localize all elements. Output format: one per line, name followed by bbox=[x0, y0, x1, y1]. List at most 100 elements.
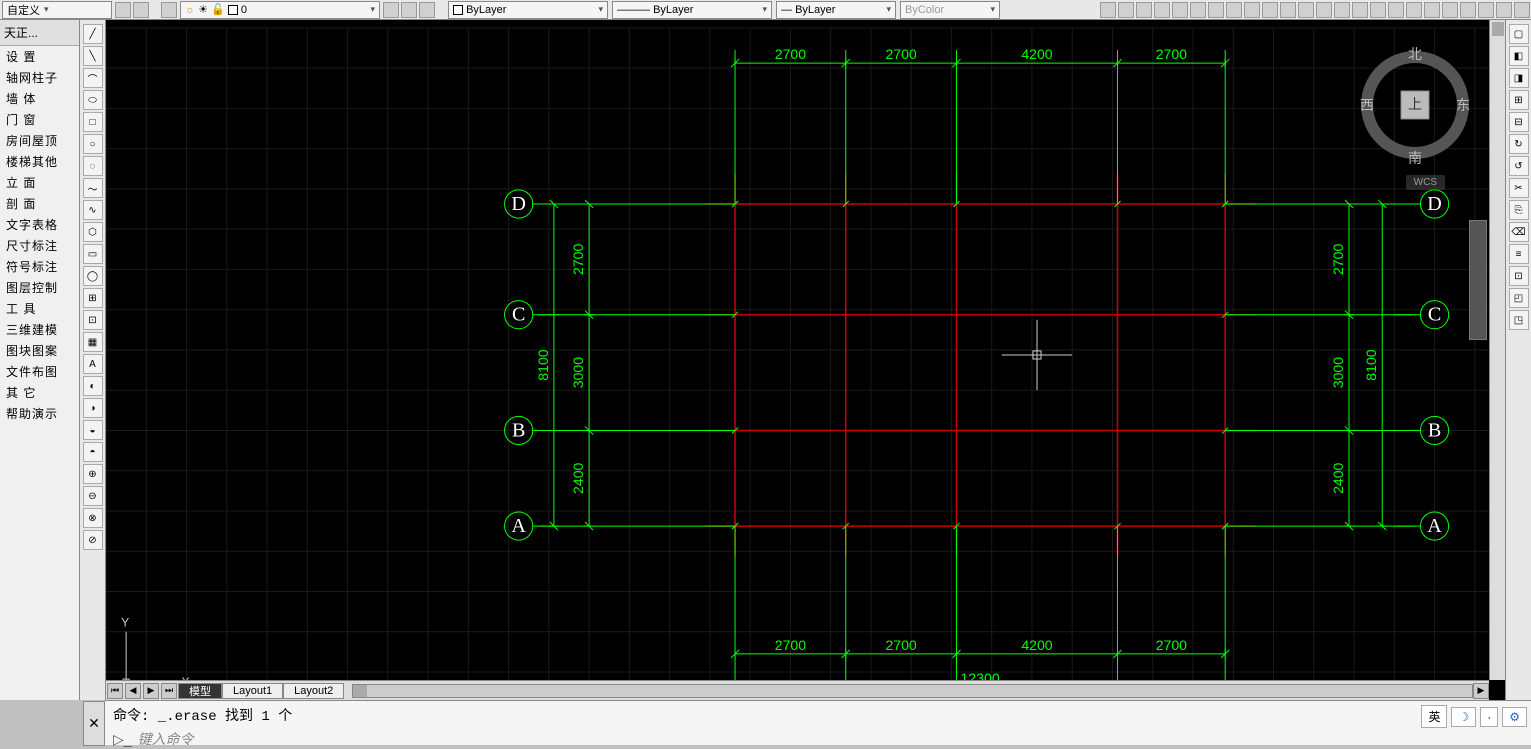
top-tool-icon-1[interactable] bbox=[1118, 2, 1134, 18]
draw-tool-icon-8[interactable]: ∿ bbox=[83, 200, 103, 220]
palette-item-11[interactable]: 图层控制 bbox=[0, 277, 79, 298]
modify-tool-icon-11[interactable]: ⊡ bbox=[1509, 266, 1529, 286]
palette-item-14[interactable]: 图块图案 bbox=[0, 340, 79, 361]
modify-tool-icon-12[interactable]: ◰ bbox=[1509, 288, 1529, 308]
workspace-combo[interactable]: 自定义▾ bbox=[2, 1, 112, 19]
top-tool-icon-18[interactable] bbox=[1424, 2, 1440, 18]
draw-tool-icon-3[interactable]: ⬭ bbox=[83, 90, 103, 110]
palette-item-7[interactable]: 剖 面 bbox=[0, 193, 79, 214]
palette-item-15[interactable]: 文件布图 bbox=[0, 361, 79, 382]
workspace-settings-icon[interactable] bbox=[115, 2, 131, 18]
vertical-scrollbar[interactable] bbox=[1489, 20, 1505, 680]
draw-tool-icon-21[interactable]: ⊖ bbox=[83, 486, 103, 506]
modify-tool-icon-2[interactable]: ◨ bbox=[1509, 68, 1529, 88]
draw-tool-icon-10[interactable]: ▭ bbox=[83, 244, 103, 264]
draw-tool-icon-1[interactable]: ╲ bbox=[83, 46, 103, 66]
layer-icon-1[interactable] bbox=[161, 2, 177, 18]
draw-tool-icon-23[interactable]: ⊘ bbox=[83, 530, 103, 550]
draw-tool-icon-16[interactable]: ◐ bbox=[83, 376, 103, 396]
tab-model[interactable]: 模型 bbox=[178, 683, 222, 699]
top-tool-icon-22[interactable] bbox=[1496, 2, 1512, 18]
palette-item-1[interactable]: 轴网柱子 bbox=[0, 67, 79, 88]
toolbar-icon[interactable] bbox=[133, 2, 149, 18]
tab-next-icon[interactable]: ▶ bbox=[143, 683, 159, 699]
plotstyle-combo[interactable]: ByColor▾ bbox=[900, 1, 1000, 19]
draw-tool-icon-12[interactable]: ⊞ bbox=[83, 288, 103, 308]
palette-item-2[interactable]: 墙 体 bbox=[0, 88, 79, 109]
modify-tool-icon-9[interactable]: ⌫ bbox=[1509, 222, 1529, 242]
draw-tool-icon-14[interactable]: ▦ bbox=[83, 332, 103, 352]
layer-combo[interactable]: ☼ ☀ 🔓 0 ▾ bbox=[180, 1, 380, 19]
top-tool-icon-6[interactable] bbox=[1208, 2, 1224, 18]
draw-tool-icon-6[interactable]: ◌ bbox=[83, 156, 103, 176]
modify-tool-icon-3[interactable]: ⊞ bbox=[1509, 90, 1529, 110]
layer-icon-2[interactable] bbox=[383, 2, 399, 18]
hscroll-right-icon[interactable]: ▶ bbox=[1473, 683, 1489, 699]
tab-last-icon[interactable]: ⏭ bbox=[161, 683, 177, 699]
cmd-close-icon[interactable]: ✕ bbox=[83, 701, 105, 746]
view-cube[interactable]: 上 北 南 东 西 bbox=[1355, 45, 1475, 165]
palette-item-13[interactable]: 三维建模 bbox=[0, 319, 79, 340]
top-tool-icon-23[interactable] bbox=[1514, 2, 1530, 18]
draw-tool-icon-4[interactable]: □ bbox=[83, 112, 103, 132]
drawing-canvas[interactable]: 2700270042002700270027004200270012300270… bbox=[106, 20, 1505, 700]
draw-tool-icon-22[interactable]: ⊗ bbox=[83, 508, 103, 528]
navigation-bar[interactable] bbox=[1469, 220, 1487, 340]
linetype-combo[interactable]: ——— ByLayer▾ bbox=[612, 1, 772, 19]
top-tool-icon-14[interactable] bbox=[1352, 2, 1368, 18]
tab-layout1[interactable]: Layout1 bbox=[222, 683, 283, 699]
palette-item-6[interactable]: 立 面 bbox=[0, 172, 79, 193]
top-tool-icon-8[interactable] bbox=[1244, 2, 1260, 18]
top-tool-icon-12[interactable] bbox=[1316, 2, 1332, 18]
moon-icon[interactable]: ☽ bbox=[1451, 707, 1476, 727]
tab-first-icon[interactable]: ⏮ bbox=[107, 683, 123, 699]
draw-tool-icon-9[interactable]: ⬡ bbox=[83, 222, 103, 242]
draw-tool-icon-0[interactable]: ╱ bbox=[83, 24, 103, 44]
tab-layout2[interactable]: Layout2 bbox=[283, 683, 344, 699]
top-tool-icon-5[interactable] bbox=[1190, 2, 1206, 18]
palette-item-9[interactable]: 尺寸标注 bbox=[0, 235, 79, 256]
top-tool-icon-10[interactable] bbox=[1280, 2, 1296, 18]
top-tool-icon-11[interactable] bbox=[1298, 2, 1314, 18]
draw-tool-icon-5[interactable]: ○ bbox=[83, 134, 103, 154]
top-tool-icon-16[interactable] bbox=[1388, 2, 1404, 18]
draw-tool-icon-19[interactable]: ◓ bbox=[83, 442, 103, 462]
top-tool-icon-2[interactable] bbox=[1136, 2, 1152, 18]
draw-tool-icon-7[interactable]: ～ bbox=[83, 178, 103, 198]
top-tool-icon-4[interactable] bbox=[1172, 2, 1188, 18]
draw-tool-icon-17[interactable]: ◑ bbox=[83, 398, 103, 418]
palette-item-3[interactable]: 门 窗 bbox=[0, 109, 79, 130]
color-combo[interactable]: ByLayer▾ bbox=[448, 1, 608, 19]
modify-tool-icon-0[interactable]: ▢ bbox=[1509, 24, 1529, 44]
palette-item-12[interactable]: 工 具 bbox=[0, 298, 79, 319]
palette-item-0[interactable]: 设 置 bbox=[0, 46, 79, 67]
draw-tool-icon-15[interactable]: A bbox=[83, 354, 103, 374]
horizontal-scrollbar[interactable] bbox=[352, 684, 1473, 698]
draw-tool-icon-18[interactable]: ◒ bbox=[83, 420, 103, 440]
ime-indicator[interactable]: 英 bbox=[1421, 705, 1447, 728]
top-tool-icon-3[interactable] bbox=[1154, 2, 1170, 18]
palette-item-17[interactable]: 帮助演示 bbox=[0, 403, 79, 424]
top-tool-icon-13[interactable] bbox=[1334, 2, 1350, 18]
top-tool-icon-15[interactable] bbox=[1370, 2, 1386, 18]
modify-tool-icon-10[interactable]: ≡ bbox=[1509, 244, 1529, 264]
top-tool-icon-7[interactable] bbox=[1226, 2, 1242, 18]
draw-tool-icon-13[interactable]: ⊡ bbox=[83, 310, 103, 330]
modify-tool-icon-8[interactable]: ⎘ bbox=[1509, 200, 1529, 220]
top-tool-icon-19[interactable] bbox=[1442, 2, 1458, 18]
palette-item-10[interactable]: 符号标注 bbox=[0, 256, 79, 277]
modify-tool-icon-5[interactable]: ↻ bbox=[1509, 134, 1529, 154]
modify-tool-icon-6[interactable]: ↺ bbox=[1509, 156, 1529, 176]
layer-icon-3[interactable] bbox=[401, 2, 417, 18]
draw-tool-icon-11[interactable]: ◯ bbox=[83, 266, 103, 286]
top-tool-icon-0[interactable] bbox=[1100, 2, 1116, 18]
palette-item-16[interactable]: 其 它 bbox=[0, 382, 79, 403]
palette-item-5[interactable]: 楼梯其他 bbox=[0, 151, 79, 172]
palette-item-8[interactable]: 文字表格 bbox=[0, 214, 79, 235]
modify-tool-icon-7[interactable]: ✂ bbox=[1509, 178, 1529, 198]
top-tool-icon-21[interactable] bbox=[1478, 2, 1494, 18]
wcs-label[interactable]: WCS bbox=[1406, 175, 1445, 190]
modify-tool-icon-4[interactable]: ⊟ bbox=[1509, 112, 1529, 132]
lineweight-combo[interactable]: — ByLayer▾ bbox=[776, 1, 896, 19]
palette-item-4[interactable]: 房间屋顶 bbox=[0, 130, 79, 151]
